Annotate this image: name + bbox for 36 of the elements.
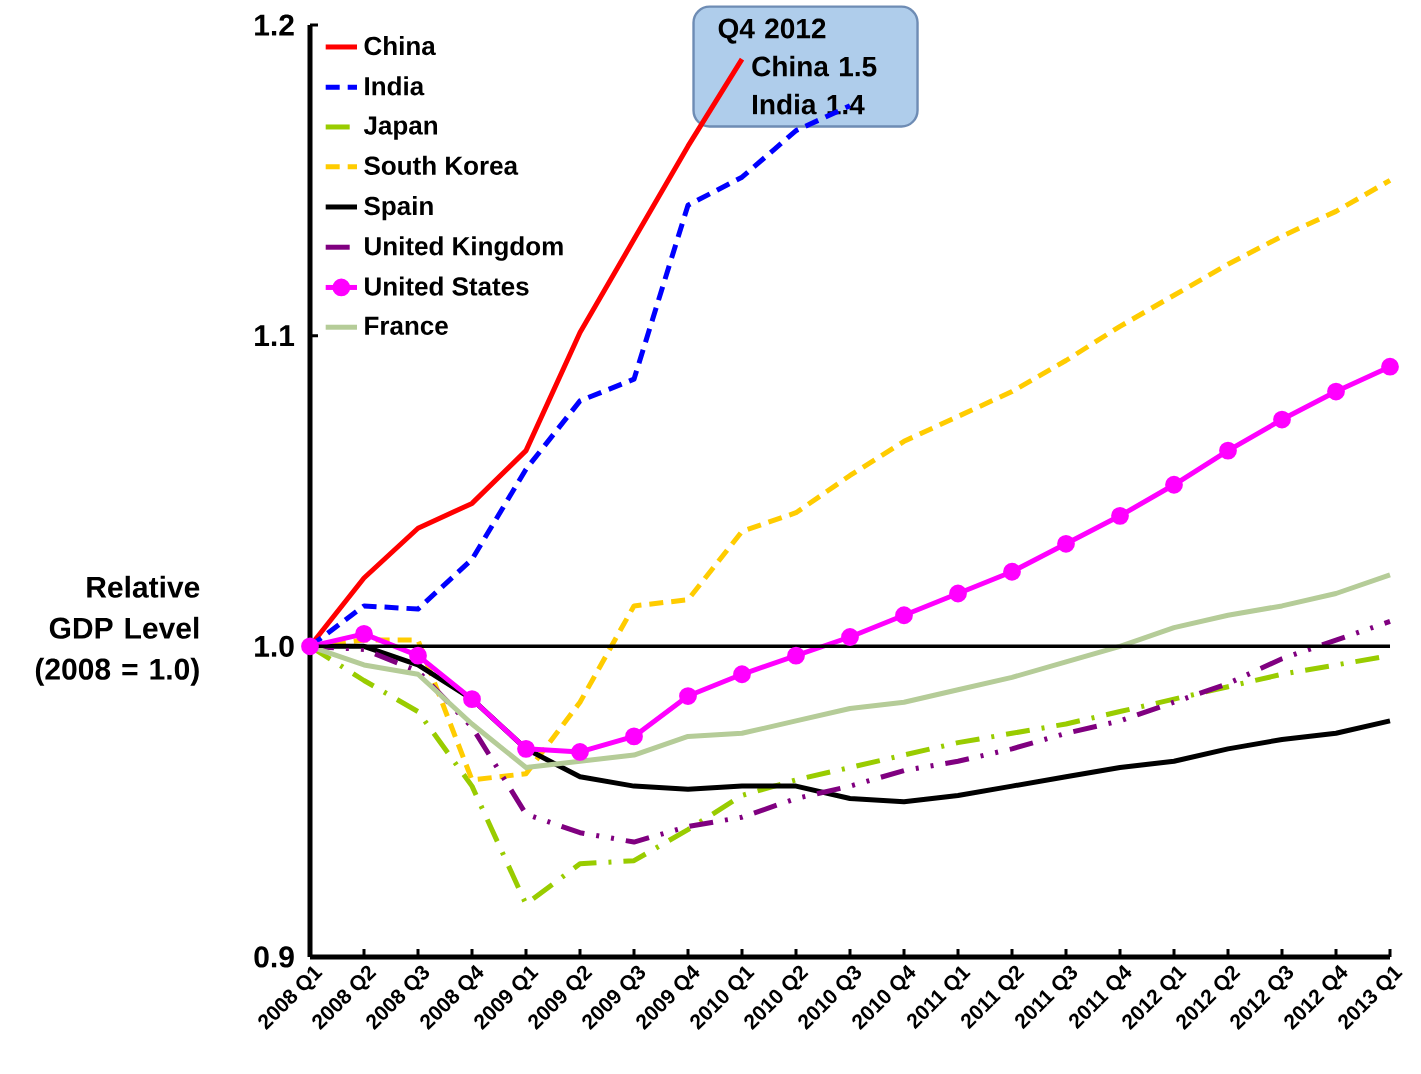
point: [409, 646, 427, 665]
legend-label: Japan: [363, 116, 438, 140]
legend-label: United Kingdom: [365, 236, 563, 261]
y-tick-label: 1.0: [255, 635, 294, 657]
point: [625, 727, 643, 746]
point: [1327, 382, 1345, 401]
point: [517, 739, 535, 758]
legend-label: South Korea: [364, 155, 519, 175]
point: [1273, 410, 1291, 429]
point: [1003, 562, 1021, 581]
annotation: China 1.5: [752, 55, 877, 77]
point: [787, 646, 805, 665]
legend-label: United States: [365, 276, 529, 296]
point: [301, 637, 319, 656]
point: [1111, 506, 1129, 525]
point: [1165, 475, 1183, 494]
legend-label: France: [365, 316, 448, 335]
y-tick-label: 1.1: [255, 325, 295, 346]
annotation: Q4 2012: [718, 18, 826, 44]
point: [895, 606, 913, 625]
point: [571, 743, 589, 761]
y-tick-label: 0.9: [254, 946, 294, 968]
point: [355, 624, 373, 643]
point: [733, 665, 751, 684]
y-axis-title: Relative GDP Level (2008 = 1.0): [35, 575, 200, 686]
legend-label: Spain: [364, 196, 433, 221]
point: [841, 628, 859, 646]
point: [679, 687, 697, 705]
legend-label: China: [364, 36, 436, 56]
point: [949, 584, 967, 603]
y-tick-label: 1.2: [255, 14, 294, 36]
legend-label: India: [365, 76, 425, 96]
point: [1219, 441, 1237, 460]
point: [1381, 357, 1399, 376]
point: [463, 690, 481, 709]
point: [1057, 534, 1075, 553]
